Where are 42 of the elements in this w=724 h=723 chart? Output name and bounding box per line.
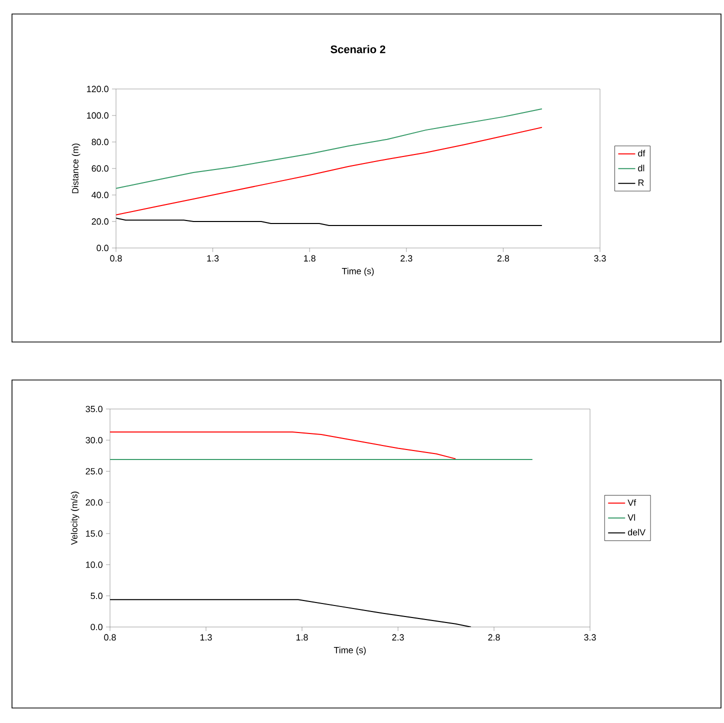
y-tick-label: 10.0: [86, 562, 102, 568]
x-tick-label: 1.8: [296, 634, 308, 641]
x-tick-label: 1.8: [304, 255, 316, 262]
x-tick-label: 3.3: [584, 634, 596, 641]
x-tick-label: 3.3: [594, 255, 606, 262]
y-tick-label: 5.0: [90, 592, 102, 600]
legend-label: df: [638, 150, 646, 156]
y-tick-label: 35.0: [86, 406, 102, 412]
legend-label: Vl: [628, 514, 635, 521]
x-tick-label: 1.3: [200, 634, 212, 641]
x-tick-label: 2.3: [392, 634, 404, 641]
chart-title: Scenario 2: [330, 45, 386, 54]
y-tick-label: 20.0: [86, 499, 102, 506]
line-series: [110, 432, 456, 460]
legend-label: delV: [628, 528, 646, 536]
x-axis-title: Time (s): [334, 646, 366, 656]
y-tick-label: 15.0: [86, 530, 102, 537]
y-tick-label: 40.0: [92, 192, 108, 198]
x-axis-title: Time (s): [342, 268, 374, 276]
x-tick-label: 2.8: [497, 255, 510, 262]
y-tick-label: 60.0: [92, 165, 108, 172]
y-tick-label: 0.0: [90, 624, 102, 630]
y-tick-label: 100.0: [87, 112, 108, 119]
y-tick-label: 20.0: [92, 218, 108, 225]
line-series: [116, 218, 542, 226]
x-tick-label: 0.8: [110, 255, 122, 262]
y-axis-title: Velocity (m/s): [70, 492, 80, 545]
legend-label: dl: [638, 164, 644, 172]
y-tick-label: 30.0: [86, 436, 102, 444]
y-tick-label: 0.0: [96, 244, 108, 252]
x-tick-label: 2.3: [400, 255, 412, 262]
y-tick-label: 25.0: [86, 468, 102, 474]
x-tick-label: 0.8: [104, 634, 116, 641]
y-tick-label: 120.0: [87, 86, 108, 92]
x-tick-label: 1.3: [207, 255, 219, 262]
y-axis-title: Distance (m): [72, 144, 80, 194]
line-series: [110, 599, 472, 627]
line-series: [116, 126, 542, 216]
legend-label: R: [638, 180, 644, 186]
x-tick-label: 2.8: [488, 634, 500, 641]
legend-label: Vf: [628, 499, 636, 506]
y-tick-label: 80.0: [92, 138, 108, 146]
